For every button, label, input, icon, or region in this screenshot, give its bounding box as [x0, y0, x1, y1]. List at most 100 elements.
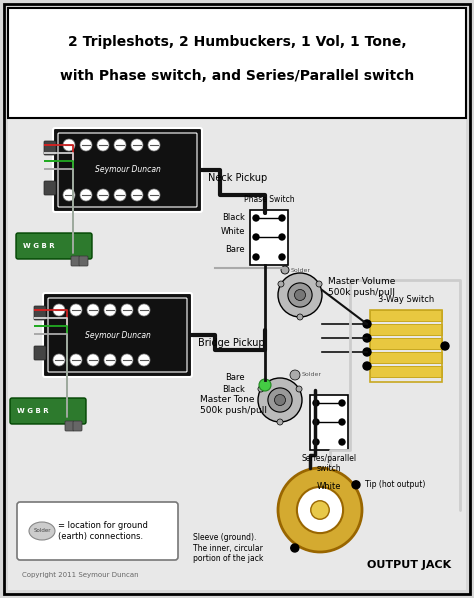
FancyBboxPatch shape	[44, 141, 56, 155]
FancyBboxPatch shape	[10, 398, 86, 424]
Circle shape	[258, 386, 264, 392]
Circle shape	[279, 254, 285, 260]
Circle shape	[294, 289, 306, 301]
Text: Solder: Solder	[33, 529, 51, 533]
Text: Sleeve (ground).
The inner, circular
portion of the jack: Sleeve (ground). The inner, circular por…	[193, 533, 264, 563]
Text: Tip (hot output): Tip (hot output)	[365, 480, 425, 489]
Circle shape	[339, 400, 345, 406]
Circle shape	[278, 468, 362, 552]
Text: = location for ground
(earth) connections.: = location for ground (earth) connection…	[58, 521, 148, 541]
Text: Neck Pickup: Neck Pickup	[208, 173, 267, 183]
Circle shape	[258, 378, 302, 422]
Circle shape	[70, 304, 82, 316]
Circle shape	[121, 304, 133, 316]
Circle shape	[253, 215, 259, 221]
Circle shape	[363, 334, 371, 342]
Bar	[370, 366, 442, 377]
FancyBboxPatch shape	[71, 256, 80, 266]
Text: Bare: Bare	[225, 374, 245, 383]
Text: Seymour Duncan: Seymour Duncan	[84, 331, 150, 340]
Bar	[250, 210, 288, 265]
Circle shape	[53, 304, 65, 316]
Circle shape	[121, 354, 133, 366]
Text: W G B R: W G B R	[17, 408, 49, 414]
Circle shape	[291, 544, 299, 552]
FancyBboxPatch shape	[44, 181, 56, 195]
FancyBboxPatch shape	[53, 128, 202, 212]
Circle shape	[148, 139, 160, 151]
Ellipse shape	[29, 522, 55, 540]
Circle shape	[297, 314, 303, 320]
Circle shape	[441, 342, 449, 350]
Circle shape	[363, 362, 371, 370]
Text: Black: Black	[222, 213, 245, 222]
Circle shape	[290, 370, 300, 380]
Circle shape	[131, 139, 143, 151]
Bar	[370, 310, 442, 321]
FancyBboxPatch shape	[34, 346, 46, 360]
Circle shape	[313, 439, 319, 445]
Circle shape	[288, 283, 312, 307]
Text: OUTPUT JACK: OUTPUT JACK	[367, 560, 451, 570]
Circle shape	[63, 139, 75, 151]
Circle shape	[80, 189, 92, 201]
Circle shape	[279, 234, 285, 240]
FancyBboxPatch shape	[43, 293, 192, 377]
Text: Seymour Duncan: Seymour Duncan	[94, 166, 160, 175]
Text: Solder: Solder	[302, 373, 322, 377]
Circle shape	[114, 189, 126, 201]
Text: 3-Way Switch: 3-Way Switch	[378, 295, 434, 304]
Circle shape	[87, 354, 99, 366]
Text: Black: Black	[222, 386, 245, 395]
Circle shape	[114, 139, 126, 151]
Circle shape	[278, 281, 284, 287]
Bar	[370, 338, 442, 349]
Circle shape	[80, 139, 92, 151]
FancyBboxPatch shape	[65, 421, 74, 431]
Circle shape	[253, 254, 259, 260]
Circle shape	[277, 419, 283, 425]
Circle shape	[63, 189, 75, 201]
Circle shape	[53, 354, 65, 366]
Text: W G B R: W G B R	[23, 243, 55, 249]
Text: White: White	[317, 482, 341, 491]
Circle shape	[363, 320, 371, 328]
Text: Copyright 2011 Seymour Duncan: Copyright 2011 Seymour Duncan	[22, 572, 138, 578]
Circle shape	[297, 487, 343, 533]
Circle shape	[268, 388, 292, 412]
Circle shape	[281, 266, 289, 274]
FancyBboxPatch shape	[17, 502, 178, 560]
Circle shape	[148, 189, 160, 201]
Bar	[370, 310, 442, 382]
Circle shape	[274, 395, 285, 405]
Circle shape	[313, 400, 319, 406]
Circle shape	[131, 189, 143, 201]
Circle shape	[316, 281, 322, 287]
Circle shape	[296, 386, 302, 392]
FancyBboxPatch shape	[34, 306, 46, 320]
Text: Bare: Bare	[225, 246, 245, 255]
Circle shape	[339, 419, 345, 425]
FancyBboxPatch shape	[73, 421, 82, 431]
Text: Solder: Solder	[291, 267, 311, 273]
Circle shape	[104, 304, 116, 316]
Bar	[370, 352, 442, 363]
Circle shape	[279, 215, 285, 221]
Circle shape	[138, 304, 150, 316]
Circle shape	[87, 304, 99, 316]
Text: 2 Tripleshots, 2 Humbuckers, 1 Vol, 1 Tone,: 2 Tripleshots, 2 Humbuckers, 1 Vol, 1 To…	[68, 35, 406, 49]
Circle shape	[259, 379, 271, 391]
Circle shape	[97, 189, 109, 201]
Text: Master Volume
500k push/pull: Master Volume 500k push/pull	[328, 277, 395, 297]
Circle shape	[97, 139, 109, 151]
Circle shape	[138, 354, 150, 366]
Circle shape	[104, 354, 116, 366]
Text: Series/parallel
switch: Series/parallel switch	[301, 454, 356, 474]
Circle shape	[70, 354, 82, 366]
Circle shape	[339, 439, 345, 445]
Text: Bridge Pickup: Bridge Pickup	[198, 338, 264, 348]
Bar	[310, 395, 348, 450]
Text: with Phase switch, and Series/Parallel switch: with Phase switch, and Series/Parallel s…	[60, 69, 414, 83]
FancyBboxPatch shape	[79, 256, 88, 266]
Circle shape	[363, 348, 371, 356]
